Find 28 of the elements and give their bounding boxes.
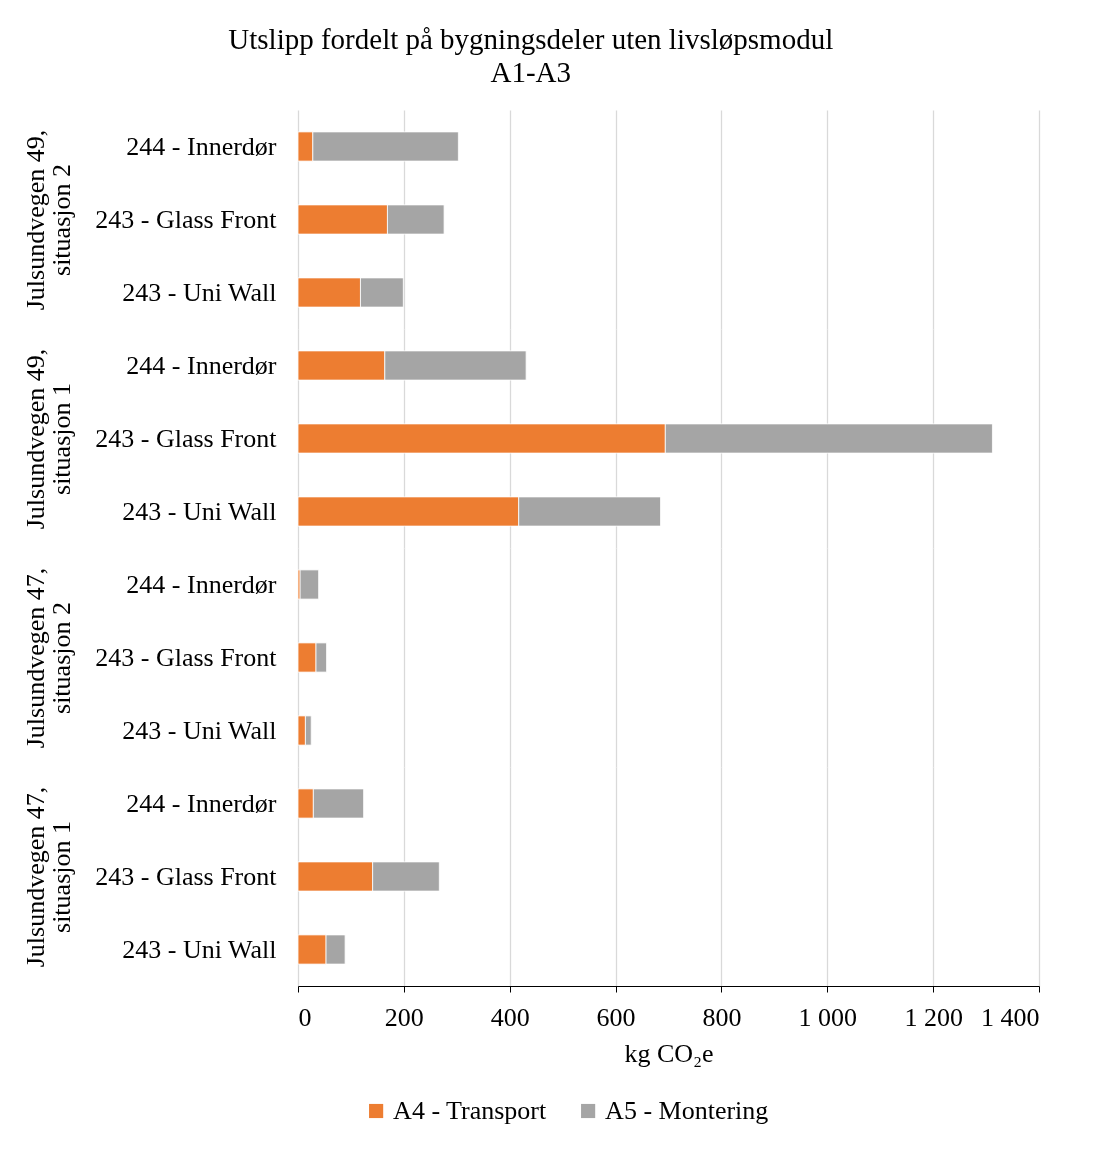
y-axis-title: Julsundvegen 47, situasjon 1 [20, 786, 76, 968]
y-tick-label: 243 - Uni Wall [122, 934, 277, 964]
x-tick-label: 0 [298, 1002, 312, 1032]
x-tick-label: 1 000 [798, 1002, 858, 1032]
y-tick-label: 244 - Innerdør [126, 131, 277, 161]
y-tick-label: 244 - Innerdør [126, 788, 277, 818]
x-tick-label: 600 [596, 1002, 636, 1032]
y-axis-title: Julsundvegen 49, situasjon 1 [20, 348, 76, 530]
legend-label: A4 - Transport [393, 1096, 548, 1125]
y-tick-label: 243 - Glass Front [95, 204, 278, 234]
legend-label: A5 - Montering [605, 1096, 769, 1125]
x-tick-label: 1 200 [904, 1002, 963, 1032]
y-tick-label: 243 - Uni Wall [122, 277, 277, 307]
y-tick-label: 244 - Innerdør [126, 569, 277, 599]
x-axis-title: kg CO₂e [624, 1038, 714, 1068]
y-axis-title: Julsundvegen 47, situasjon 2 [20, 567, 76, 749]
y-tick-label: 243 - Uni Wall [122, 715, 277, 745]
y-axis-title: Julsundvegen 49, situasjon 2 [20, 129, 76, 311]
y-tick-label: 243 - Glass Front [95, 861, 278, 891]
x-tick-label: 400 [490, 1002, 530, 1032]
chart-title: Utslipp fordelt på bygningsdeler uten livsløpsmodul A1-A3 [228, 23, 834, 88]
x-tick-label: 800 [702, 1002, 742, 1032]
y-tick-label: 243 - Uni Wall [122, 496, 277, 526]
y-tick-label: 243 - Glass Front [95, 423, 278, 453]
y-tick-label: 244 - Innerdør [126, 350, 277, 380]
x-tick-label: 1 400 [981, 1002, 1040, 1032]
y-tick-label: 243 - Glass Front [95, 642, 278, 672]
x-tick-label: 200 [384, 1002, 424, 1032]
